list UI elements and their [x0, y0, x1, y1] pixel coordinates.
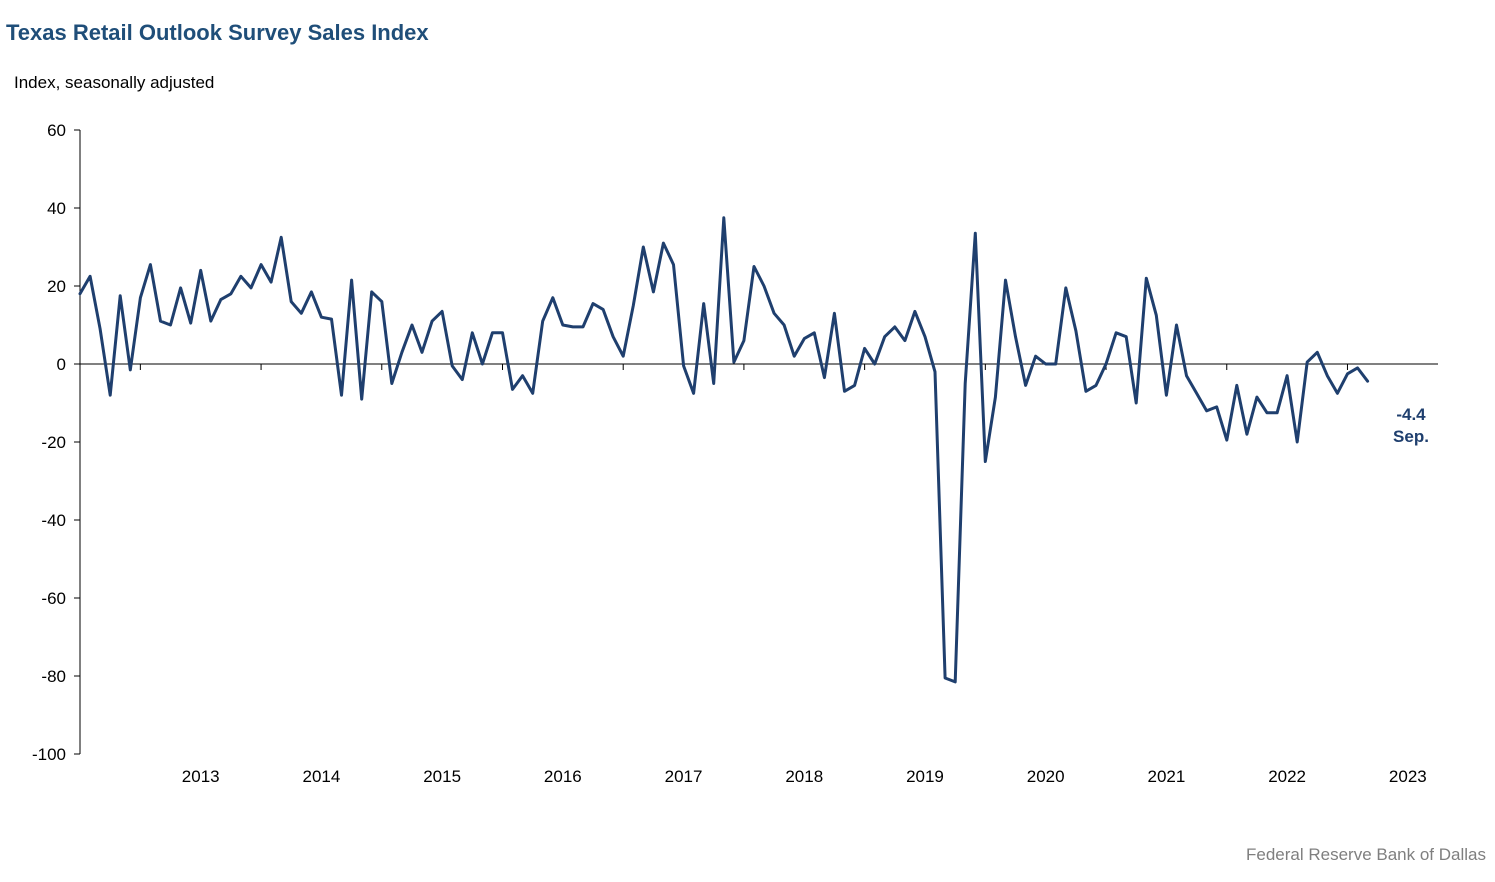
y-tick-label: 20	[47, 277, 66, 296]
series-group	[78, 216, 1370, 684]
x-tick-label: 2021	[1147, 767, 1185, 786]
x-tick-labels: 2013 2014 2015 2016 2017 2018 2019 2020 2021 2022…	[182, 767, 1427, 786]
last-month-label: Sep.	[1393, 427, 1429, 446]
last-value-label: -4.4	[1396, 405, 1426, 424]
y-tick-label: 40	[47, 199, 66, 218]
y-tick-labels: 60 40 20 0 -20 -40 -60 -80 -100	[32, 121, 66, 764]
x-tick-label: 2018	[785, 767, 823, 786]
x-tick-label: 2014	[303, 767, 341, 786]
sales-index-line	[78, 216, 1370, 684]
y-tick-label: -100	[32, 745, 66, 764]
chart-title: Texas Retail Outlook Survey Sales Index	[6, 20, 429, 45]
x-tick-label: 2022	[1268, 767, 1306, 786]
x-tick-label: 2013	[182, 767, 220, 786]
x-tick-label: 2020	[1027, 767, 1065, 786]
x-tick-label: 2016	[544, 767, 582, 786]
axes	[74, 129, 1438, 755]
source-note: Federal Reserve Bank of Dallas	[1245, 845, 1486, 864]
y-tick-label: -40	[41, 511, 66, 530]
y-tick-label: -20	[41, 433, 66, 452]
x-tick-label: 2023	[1389, 767, 1427, 786]
y-tick-label: 60	[47, 121, 66, 140]
y-tick-label: -60	[41, 589, 66, 608]
y-tick-label: -80	[41, 667, 66, 686]
x-tick-label: 2019	[906, 767, 944, 786]
y-tick-label: 0	[57, 355, 66, 374]
x-tick-label: 2015	[423, 767, 461, 786]
x-tick-label: 2017	[665, 767, 703, 786]
y-axis-label: Index, seasonally adjusted	[14, 73, 215, 92]
